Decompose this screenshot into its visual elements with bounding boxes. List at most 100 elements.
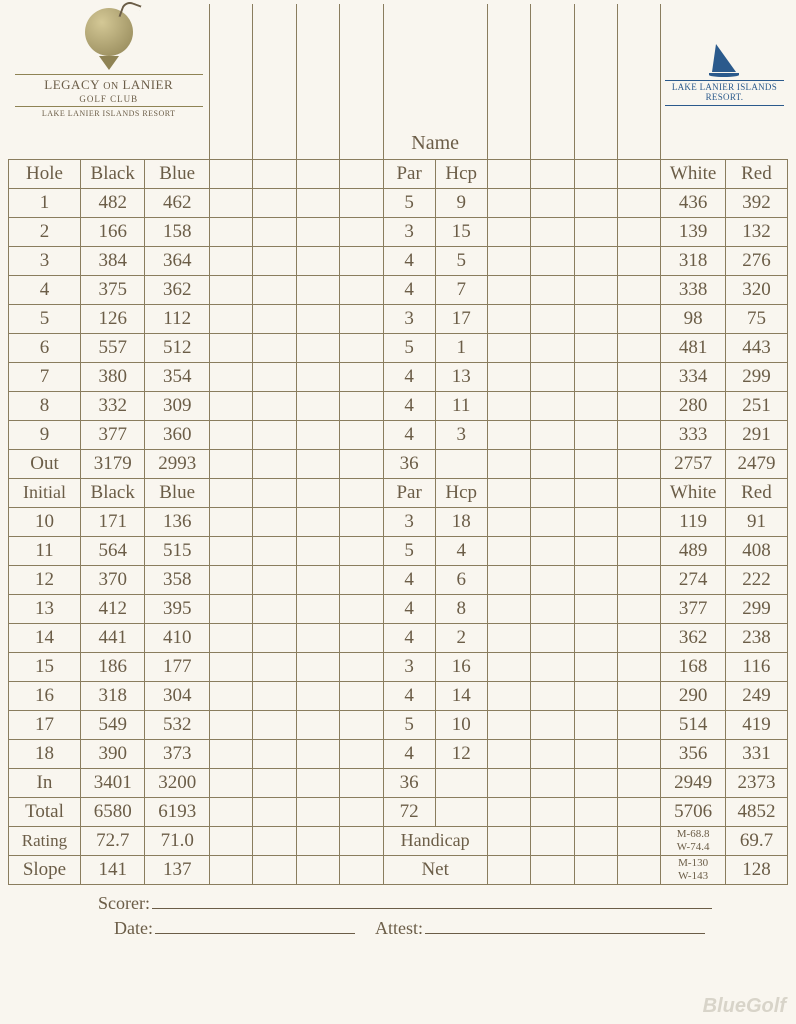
score-cell[interactable] <box>617 333 660 362</box>
score-cell[interactable] <box>617 188 660 217</box>
score-cell[interactable] <box>487 739 530 768</box>
score-cell[interactable] <box>253 246 296 275</box>
score-cell[interactable] <box>253 536 296 565</box>
score-cell[interactable] <box>340 246 383 275</box>
score-cell[interactable] <box>531 536 574 565</box>
score-cell[interactable] <box>574 420 617 449</box>
player-col-5[interactable] <box>487 4 530 159</box>
score-cell[interactable] <box>487 420 530 449</box>
score-cell[interactable] <box>617 391 660 420</box>
score-cell[interactable] <box>574 188 617 217</box>
score-cell[interactable] <box>617 304 660 333</box>
score-cell[interactable] <box>296 681 339 710</box>
player-col-2[interactable] <box>253 4 296 159</box>
score-cell[interactable] <box>487 710 530 739</box>
score-cell[interactable] <box>209 217 252 246</box>
score-cell[interactable] <box>487 362 530 391</box>
score-cell[interactable] <box>253 594 296 623</box>
score-cell[interactable] <box>574 217 617 246</box>
score-cell[interactable] <box>531 623 574 652</box>
score-cell[interactable] <box>253 217 296 246</box>
score-cell[interactable] <box>574 739 617 768</box>
score-cell[interactable] <box>617 507 660 536</box>
score-cell[interactable] <box>253 507 296 536</box>
scorer-line[interactable] <box>152 893 712 909</box>
score-cell[interactable] <box>574 710 617 739</box>
score-cell[interactable] <box>487 565 530 594</box>
player-col-3[interactable] <box>296 4 339 159</box>
score-cell[interactable] <box>531 565 574 594</box>
score-cell[interactable] <box>296 420 339 449</box>
score-cell[interactable] <box>617 420 660 449</box>
score-cell[interactable] <box>574 565 617 594</box>
score-cell[interactable] <box>209 710 252 739</box>
score-cell[interactable] <box>487 275 530 304</box>
score-cell[interactable] <box>574 304 617 333</box>
score-cell[interactable] <box>487 333 530 362</box>
score-cell[interactable] <box>574 246 617 275</box>
score-cell[interactable] <box>617 217 660 246</box>
score-cell[interactable] <box>296 217 339 246</box>
score-cell[interactable] <box>487 391 530 420</box>
score-cell[interactable] <box>574 362 617 391</box>
score-cell[interactable] <box>340 391 383 420</box>
score-cell[interactable] <box>340 420 383 449</box>
score-cell[interactable] <box>617 536 660 565</box>
score-cell[interactable] <box>340 594 383 623</box>
score-cell[interactable] <box>209 536 252 565</box>
score-cell[interactable] <box>209 362 252 391</box>
score-cell[interactable] <box>296 710 339 739</box>
score-cell[interactable] <box>340 275 383 304</box>
score-cell[interactable] <box>574 594 617 623</box>
score-cell[interactable] <box>209 333 252 362</box>
score-cell[interactable] <box>209 391 252 420</box>
score-cell[interactable] <box>340 565 383 594</box>
score-cell[interactable] <box>531 188 574 217</box>
score-cell[interactable] <box>340 362 383 391</box>
score-cell[interactable] <box>209 739 252 768</box>
score-cell[interactable] <box>574 507 617 536</box>
score-cell[interactable] <box>617 594 660 623</box>
score-cell[interactable] <box>296 275 339 304</box>
score-cell[interactable] <box>296 536 339 565</box>
score-cell[interactable] <box>209 681 252 710</box>
date-line[interactable] <box>155 918 355 934</box>
score-cell[interactable] <box>617 362 660 391</box>
score-cell[interactable] <box>531 652 574 681</box>
score-cell[interactable] <box>340 710 383 739</box>
score-cell[interactable] <box>574 391 617 420</box>
score-cell[interactable] <box>296 565 339 594</box>
score-cell[interactable] <box>340 507 383 536</box>
score-cell[interactable] <box>617 710 660 739</box>
score-cell[interactable] <box>209 188 252 217</box>
score-cell[interactable] <box>340 623 383 652</box>
score-cell[interactable] <box>487 188 530 217</box>
score-cell[interactable] <box>487 217 530 246</box>
score-cell[interactable] <box>253 710 296 739</box>
score-cell[interactable] <box>296 652 339 681</box>
score-cell[interactable] <box>531 594 574 623</box>
score-cell[interactable] <box>487 507 530 536</box>
score-cell[interactable] <box>209 420 252 449</box>
score-cell[interactable] <box>617 623 660 652</box>
score-cell[interactable] <box>617 681 660 710</box>
score-cell[interactable] <box>531 362 574 391</box>
player-col-1[interactable] <box>209 4 252 159</box>
score-cell[interactable] <box>209 652 252 681</box>
score-cell[interactable] <box>296 391 339 420</box>
score-cell[interactable] <box>617 275 660 304</box>
score-cell[interactable] <box>253 652 296 681</box>
score-cell[interactable] <box>253 623 296 652</box>
score-cell[interactable] <box>253 333 296 362</box>
score-cell[interactable] <box>531 391 574 420</box>
score-cell[interactable] <box>487 536 530 565</box>
score-cell[interactable] <box>340 188 383 217</box>
player-col-6[interactable] <box>531 4 574 159</box>
score-cell[interactable] <box>574 652 617 681</box>
score-cell[interactable] <box>487 304 530 333</box>
score-cell[interactable] <box>209 594 252 623</box>
player-col-8[interactable] <box>617 4 660 159</box>
score-cell[interactable] <box>617 652 660 681</box>
score-cell[interactable] <box>531 246 574 275</box>
score-cell[interactable] <box>209 246 252 275</box>
